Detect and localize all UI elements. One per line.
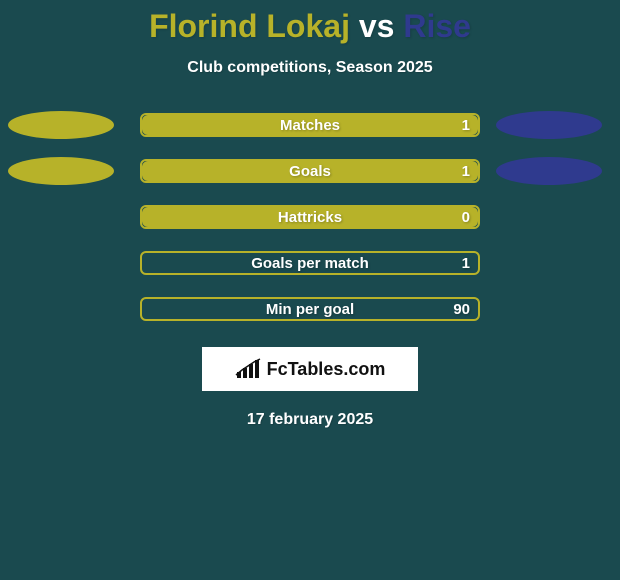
stat-row: Goals1 [0,159,620,183]
stat-bar: Goals per match1 [140,251,480,275]
bars-chart-icon [235,358,261,380]
ellipse-right [496,111,602,139]
stat-label: Goals per match [142,253,478,273]
date-text: 17 february 2025 [0,411,620,429]
subtitle: Club competitions, Season 2025 [0,59,620,77]
stat-value: 1 [462,161,470,181]
page-title: Florind Lokaj vs Rise [0,0,620,45]
title-vs: vs [350,8,403,44]
ellipse-left [8,157,114,185]
ellipse-right [496,157,602,185]
infographic-container: Florind Lokaj vs Rise Club competitions,… [0,0,620,580]
stat-row: Hattricks0 [0,205,620,229]
stat-row: Goals per match1 [0,251,620,275]
stats-rows: Matches1Goals1Hattricks0Goals per match1… [0,113,620,321]
stat-label: Matches [142,115,478,135]
stat-row: Matches1 [0,113,620,137]
stat-bar: Matches1 [140,113,480,137]
stat-bar: Goals1 [140,159,480,183]
stat-row: Min per goal90 [0,297,620,321]
stat-value: 90 [453,299,470,319]
stat-bar: Min per goal90 [140,297,480,321]
stat-bar: Hattricks0 [140,205,480,229]
logo-text: FcTables.com [267,359,386,380]
title-player: Florind Lokaj [149,8,350,44]
title-opponent: Rise [403,8,471,44]
ellipse-left [8,111,114,139]
logo-box: FcTables.com [202,347,418,391]
stat-label: Hattricks [142,207,478,227]
stat-label: Min per goal [142,299,478,319]
stat-value: 1 [462,115,470,135]
stat-value: 0 [462,207,470,227]
stat-label: Goals [142,161,478,181]
stat-value: 1 [462,253,470,273]
